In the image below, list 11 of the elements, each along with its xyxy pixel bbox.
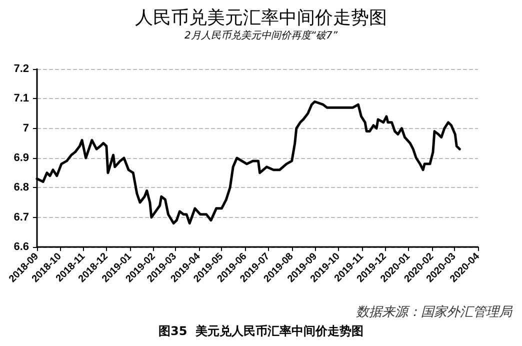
y-tick-label: 6.8 <box>14 182 29 194</box>
y-tick-label: 6.9 <box>14 152 29 164</box>
y-tick-label: 6.7 <box>14 211 29 224</box>
y-tick-label: 7.2 <box>14 63 29 75</box>
y-tick-label: 7.1 <box>14 92 29 105</box>
chart-title: 人民币兑美元汇率中间价走势图 <box>135 8 387 28</box>
caption: 图35 美元兑人民币汇率中间价走势图 <box>158 324 364 338</box>
source-note: 数据来源：国家外汇管理局 <box>356 304 513 320</box>
chart-subtitle: 2月人民币兑美元中间价再度“破7” <box>184 30 338 42</box>
y-tick-label: 7 <box>22 122 29 134</box>
y-tick-label: 6.6 <box>14 241 29 253</box>
